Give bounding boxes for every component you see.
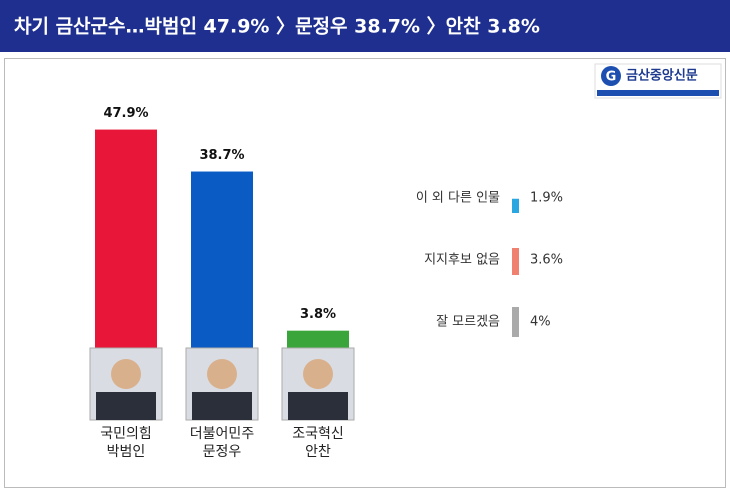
photo-face	[207, 359, 237, 389]
value-label: 38.7%	[199, 148, 244, 163]
header-banner	[0, 0, 730, 52]
party-label: 더불어민주	[190, 426, 255, 442]
bar	[95, 129, 157, 348]
photo-suit	[288, 392, 348, 420]
photo-suit	[192, 392, 252, 420]
logo: G 금산중앙신문	[594, 63, 722, 99]
photo-suit	[96, 392, 156, 420]
value-label: 3.6%	[530, 253, 563, 268]
chart-title: 차기 금산군수…박범인 47.9% 〉문정우 38.7% 〉안찬 3.8%	[14, 15, 540, 38]
x-tick-label: 문정우	[203, 444, 242, 460]
bar	[191, 171, 253, 348]
bar	[512, 307, 519, 337]
bar	[512, 248, 519, 275]
x-tick-label: 안찬	[305, 444, 331, 460]
value-label: 4%	[530, 315, 551, 330]
category-label: 이 외 다른 인물	[416, 191, 500, 206]
photo-face	[111, 359, 141, 389]
value-label: 1.9%	[530, 191, 563, 206]
party-label: 국민의힘	[100, 426, 152, 442]
bar	[512, 198, 519, 213]
value-label: 3.8%	[300, 307, 336, 322]
photo-face	[303, 359, 333, 389]
category-label: 지지후보 없음	[424, 253, 500, 268]
party-label: 조국혁신	[292, 426, 344, 442]
logo-icon	[601, 66, 621, 86]
category-label: 잘 모르겠음	[436, 315, 500, 330]
logo-strip	[597, 90, 719, 96]
bar	[287, 330, 349, 348]
x-tick-label: 박범인	[107, 444, 146, 460]
logo-letter: G	[606, 70, 617, 85]
logo-text: 금산중앙신문	[626, 68, 698, 84]
value-label: 47.9%	[103, 106, 148, 121]
